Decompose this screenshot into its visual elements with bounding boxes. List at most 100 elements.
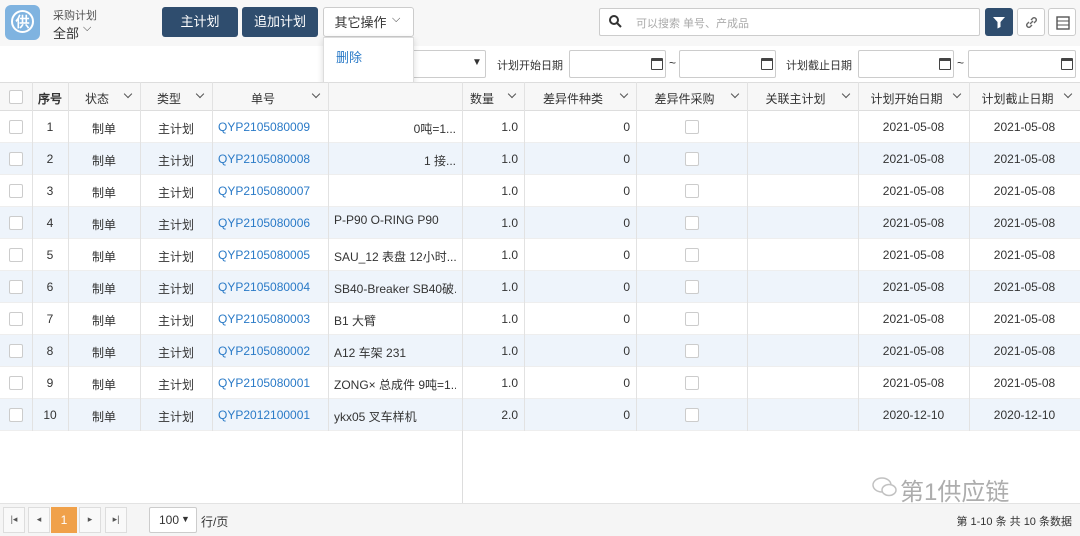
diff-purchase-checkbox[interactable] (685, 280, 699, 294)
column-header[interactable]: 状态 (84, 92, 109, 106)
cell-diff-kind: 0 (623, 120, 630, 134)
prev-page[interactable]: ◂ (28, 507, 50, 533)
table-row (0, 335, 1080, 367)
last-page[interactable]: ▸| (105, 507, 127, 533)
search-box[interactable] (599, 8, 980, 36)
column-header[interactable]: 差异件采购 (654, 92, 715, 106)
column-header[interactable]: 计划截止日期 (981, 92, 1054, 106)
scope-select[interactable]: 全部 (53, 26, 80, 41)
header-checkbox[interactable] (9, 90, 23, 104)
order-link[interactable]: QYP2012100001 (218, 408, 311, 422)
cell-end: 2021-05-08 (993, 312, 1056, 326)
cell-type: 主计划 (157, 186, 194, 200)
page-size-select[interactable] (149, 507, 197, 533)
other-ops-button[interactable]: 其它操作 (323, 7, 414, 37)
diff-purchase-checkbox[interactable] (685, 184, 699, 198)
cell-start: 2020-12-10 (882, 408, 945, 422)
row-checkbox[interactable] (9, 248, 23, 262)
diff-purchase-checkbox[interactable] (685, 120, 699, 134)
order-link[interactable]: QYP2105080003 (218, 312, 311, 326)
current-page[interactable]: 1 (51, 507, 77, 533)
cell-idx: 9 (46, 376, 54, 390)
table-row (0, 143, 1080, 175)
cell-qty: 1.0 (501, 216, 518, 230)
cell-product: SAU_12 表盘 12小时... (334, 250, 456, 264)
cell-product: P-P90 O-RING P90 (334, 213, 439, 227)
diff-purchase-checkbox[interactable] (685, 376, 699, 390)
pager-glyph: |◂ (10, 514, 18, 524)
date-input[interactable] (968, 50, 1076, 78)
cell-start: 2021-05-08 (882, 280, 945, 294)
filter-button[interactable] (985, 8, 1013, 36)
row-checkbox[interactable] (9, 312, 23, 326)
order-link[interactable]: QYP2105080004 (218, 280, 311, 294)
page-summary: 第 1-10 条 共 10 条数据 (956, 516, 1072, 528)
link-button[interactable] (1017, 8, 1045, 36)
cell-product: SB40-Breaker SB40破... (334, 282, 456, 296)
cell-status: 制单 (91, 250, 116, 264)
cell-qty: 1.0 (501, 152, 518, 166)
cell-product: ykx05 叉车样机 (334, 410, 417, 424)
cell-qty: 1.0 (501, 184, 518, 198)
diff-purchase-checkbox[interactable] (685, 248, 699, 262)
column-divider (747, 82, 748, 431)
pager-glyph: ◂ (36, 514, 42, 524)
cell-diff-kind: 0 (623, 152, 630, 166)
cell-idx: 4 (46, 216, 54, 230)
add-plan-button[interactable]: 追加计划 (242, 7, 318, 37)
cell-idx: 10 (43, 408, 57, 422)
cell-qty: 1.0 (501, 344, 518, 358)
row-checkbox[interactable] (9, 120, 23, 134)
order-link[interactable]: QYP2105080002 (218, 344, 311, 358)
order-link[interactable]: QYP2105080007 (218, 184, 311, 198)
diff-purchase-checkbox[interactable] (685, 216, 699, 230)
row-checkbox[interactable] (9, 408, 23, 422)
row-checkbox[interactable] (9, 376, 23, 390)
column-divider (636, 82, 637, 431)
order-link[interactable]: QYP2105080005 (218, 248, 311, 262)
chevron: ⌵ (83, 22, 92, 34)
order-link[interactable]: QYP2105080001 (218, 376, 311, 390)
diff-purchase-checkbox[interactable] (685, 344, 699, 358)
cell-qty: 1.0 (501, 120, 518, 134)
cell-end: 2021-05-08 (993, 280, 1056, 294)
column-header[interactable]: 差异件种类 (542, 92, 603, 106)
order-link[interactable]: QYP2105080008 (218, 152, 311, 166)
diff-purchase-checkbox[interactable] (685, 152, 699, 166)
row-checkbox[interactable] (9, 216, 23, 230)
cell-diff-kind: 0 (623, 408, 630, 422)
date-input[interactable] (679, 50, 776, 78)
row-checkbox[interactable] (9, 344, 23, 358)
column-header[interactable]: 类型 (156, 92, 181, 106)
row-checkbox[interactable] (9, 280, 23, 294)
layout-button[interactable] (1048, 8, 1076, 36)
column-header[interactable]: 关联主计划 (765, 92, 826, 106)
date-input[interactable] (858, 50, 954, 78)
column-header[interactable]: 数量 (470, 92, 495, 106)
cell-diff-kind: 0 (623, 376, 630, 390)
page-size: 100 (159, 513, 180, 527)
cell-product: A12 车架 231 (334, 346, 407, 360)
column-header[interactable]: 序号 (37, 92, 62, 106)
first-page[interactable]: |◂ (3, 507, 25, 533)
cell-end: 2021-05-08 (993, 152, 1056, 166)
cell-qty: 1.0 (501, 376, 518, 390)
cell-status: 制单 (91, 346, 116, 360)
cell-diff-kind: 0 (623, 184, 630, 198)
column-header[interactable]: 计划开始日期 (870, 92, 943, 106)
cell-idx: 1 (46, 120, 54, 134)
column-header[interactable]: 单号 (250, 92, 275, 106)
row-checkbox[interactable] (9, 184, 23, 198)
menu-item[interactable]: 删除 (336, 50, 363, 65)
date-input[interactable] (569, 50, 666, 78)
chevron: ⌵ (392, 13, 401, 25)
main-plan-button[interactable]: 主计划 (162, 7, 238, 37)
column-divider (524, 82, 525, 431)
cell-start: 2021-05-08 (882, 312, 945, 326)
order-link[interactable]: QYP2105080006 (218, 216, 311, 230)
diff-purchase-checkbox[interactable] (685, 408, 699, 422)
order-link[interactable]: QYP2105080009 (218, 120, 311, 134)
next-page[interactable]: ▸ (79, 507, 101, 533)
row-checkbox[interactable] (9, 152, 23, 166)
diff-purchase-checkbox[interactable] (685, 312, 699, 326)
